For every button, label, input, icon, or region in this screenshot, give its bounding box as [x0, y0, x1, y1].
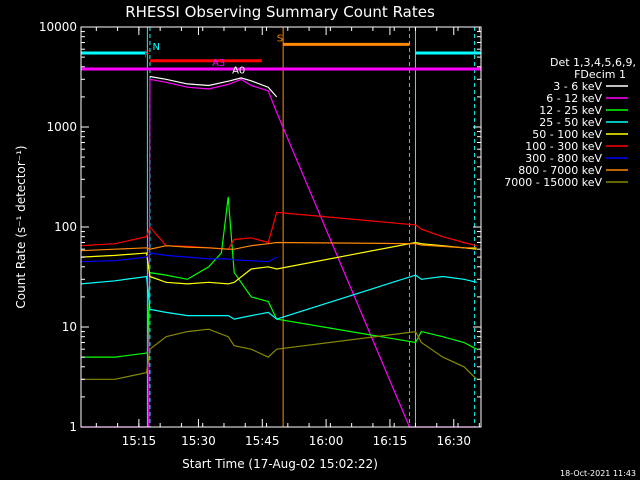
x-tick-label-0: 15:15 — [122, 434, 157, 448]
x-tick-label-1: 15:30 — [181, 434, 216, 448]
y-tick-label-2: 100 — [54, 220, 77, 234]
plot-area: NF S A3 A0 — [80, 27, 481, 428]
axes: 1 10 100 1000 10000 15:15 15:30 15:45 16:00 16:15… — [39, 20, 481, 448]
legend-header-line-2: FDecim 1 — [574, 68, 626, 81]
legend-label-7: 800 - 7000 keV — [518, 164, 602, 177]
legend-label-5: 100 - 300 keV — [525, 140, 602, 153]
legend-label-4: 50 - 100 keV — [532, 128, 602, 141]
series-line-7 — [80, 241, 477, 252]
annotation-label-1: F — [144, 50, 150, 61]
y-tick-label-0: 1 — [69, 420, 77, 434]
annotation-label-2: S — [277, 33, 283, 44]
y-tick-label-3: 1000 — [46, 120, 77, 134]
timestamp-label: 18-Oct-2021 11:43 — [560, 469, 636, 478]
x-tick-label-2: 15:45 — [245, 434, 280, 448]
x-tick-label-5: 16:30 — [436, 434, 471, 448]
legend-label-3: 25 - 50 keV — [539, 116, 602, 129]
annotation-label-0: N — [152, 42, 159, 53]
y-axis-label: Count Rate (s⁻¹ detector⁻¹) — [14, 145, 28, 308]
x-axis-label: Start Time (17-Aug-02 15:02:22) — [182, 457, 378, 471]
series-line-0 — [149, 75, 278, 98]
series-line-5 — [80, 211, 477, 250]
series-line-2 — [81, 196, 477, 358]
annotation-label-3: A3 — [212, 58, 225, 69]
y-tick-label-1: 10 — [62, 320, 77, 334]
series-line-4 — [80, 241, 477, 285]
legend-header-line-1: Det 1,3,4,5,6,9, — [550, 56, 636, 69]
series-line-3 — [80, 274, 477, 320]
legend-label-2: 12 - 25 keV — [539, 104, 602, 117]
legend-label-6: 300 - 800 keV — [525, 152, 602, 165]
series-line-8 — [81, 328, 478, 380]
y-tick-label-4: 10000 — [39, 20, 77, 34]
series-line-6 — [80, 252, 277, 263]
legend-label-1: 6 - 12 keV — [546, 92, 602, 105]
chart-title: RHESSI Observing Summary Count Rates — [125, 3, 435, 21]
legend-label-0: 3 - 6 keV — [553, 80, 602, 93]
x-tick-label-3: 16:00 — [309, 434, 344, 448]
x-tick-label-4: 16:15 — [373, 434, 408, 448]
legend-label-8: 7000 - 15000 keV — [504, 176, 602, 189]
annotation-label-4: A0 — [232, 65, 245, 76]
